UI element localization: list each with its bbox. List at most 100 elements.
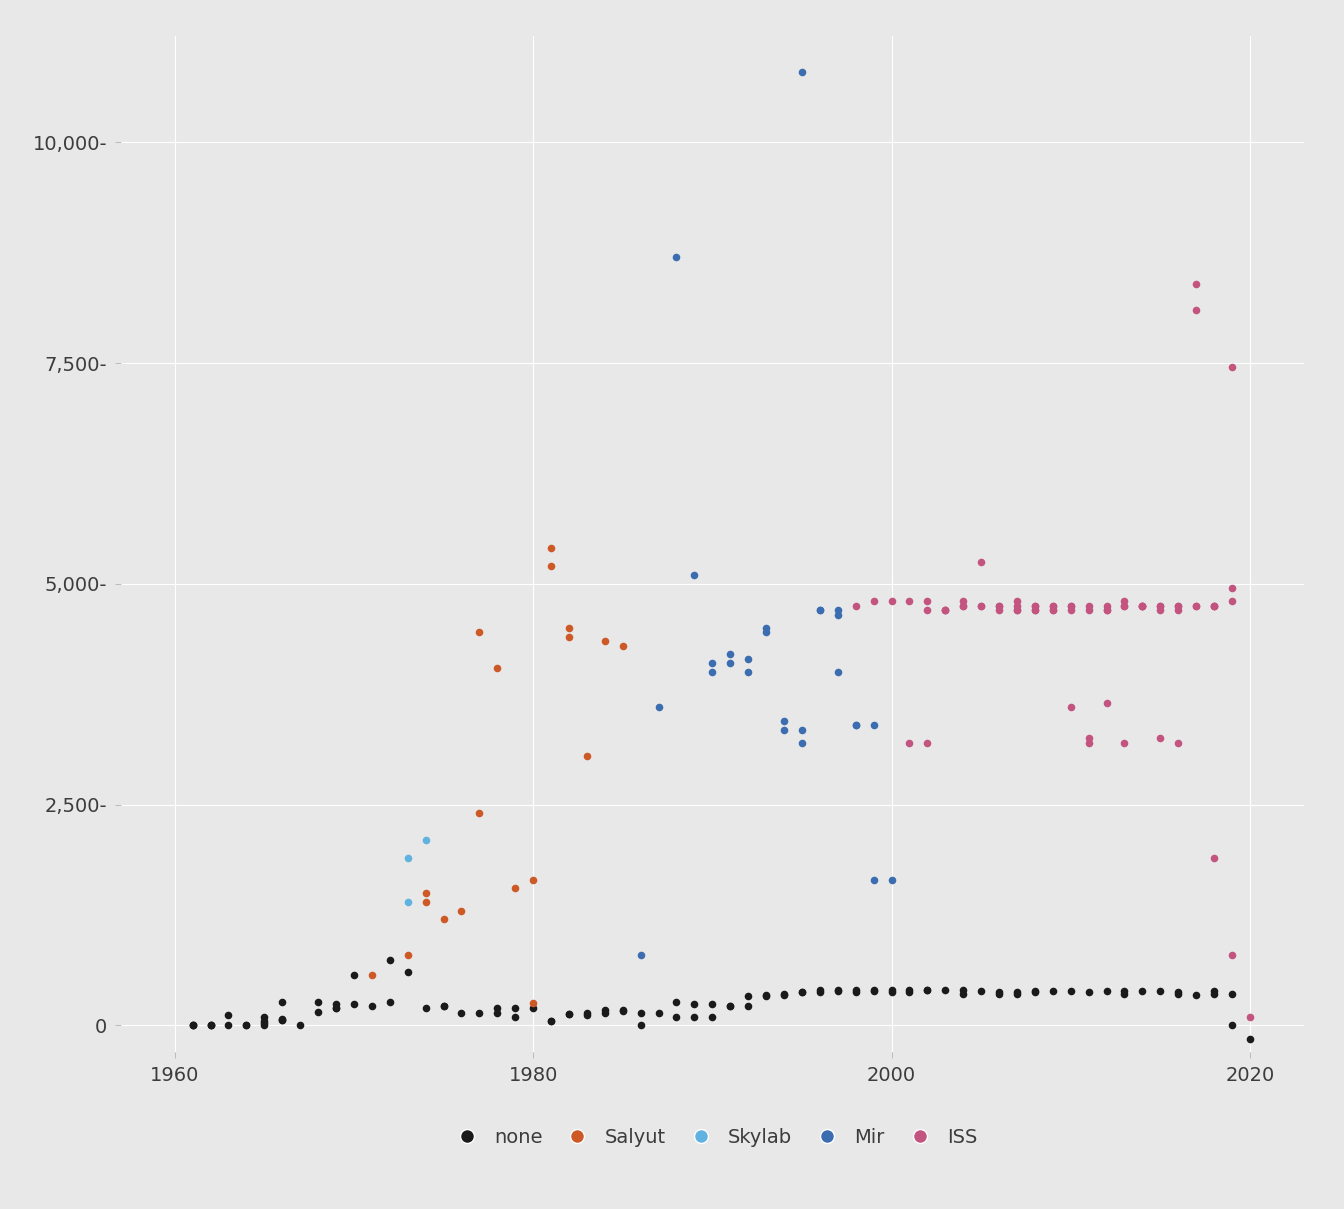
Point xyxy=(827,601,848,620)
Point xyxy=(792,982,813,1001)
Point xyxy=(362,996,383,1016)
Point xyxy=(558,618,579,637)
Point xyxy=(612,636,633,655)
Point xyxy=(523,997,544,1017)
Point xyxy=(809,980,831,1000)
Point xyxy=(433,996,454,1016)
Point xyxy=(1185,985,1207,1005)
Point xyxy=(880,980,902,1000)
Point xyxy=(1168,733,1189,752)
Point xyxy=(254,1011,276,1030)
Point xyxy=(200,1014,222,1034)
Point xyxy=(863,980,884,1000)
Point xyxy=(1185,596,1207,615)
Point xyxy=(665,1007,687,1026)
Point xyxy=(1132,596,1153,615)
Point xyxy=(755,987,777,1006)
Point xyxy=(362,965,383,984)
Point xyxy=(1168,982,1189,1001)
Point xyxy=(540,1011,562,1030)
Point xyxy=(218,1016,239,1035)
Point xyxy=(325,999,347,1018)
Point xyxy=(1149,982,1171,1001)
Point xyxy=(343,995,364,1014)
Point xyxy=(1095,601,1117,620)
Point xyxy=(1078,982,1099,1001)
Point xyxy=(1239,1007,1261,1026)
Point xyxy=(1042,601,1063,620)
Point xyxy=(396,848,418,867)
Point xyxy=(1132,596,1153,615)
Point xyxy=(1239,1029,1261,1048)
Point xyxy=(1095,693,1117,712)
Point xyxy=(1078,601,1099,620)
Point xyxy=(665,993,687,1012)
Point xyxy=(1060,982,1082,1001)
Point xyxy=(1185,300,1207,319)
Point xyxy=(540,556,562,575)
Point xyxy=(558,1005,579,1024)
Point xyxy=(504,1007,526,1026)
Point xyxy=(719,654,741,673)
Point xyxy=(271,993,293,1012)
Point xyxy=(1114,982,1136,1001)
Point xyxy=(988,601,1009,620)
Point xyxy=(809,601,831,620)
Point xyxy=(1007,985,1028,1005)
Point xyxy=(1203,982,1224,1001)
Point xyxy=(1114,985,1136,1005)
Point xyxy=(863,591,884,611)
Point xyxy=(1222,358,1243,377)
Point xyxy=(181,1016,203,1035)
Point xyxy=(379,950,401,970)
Point xyxy=(934,601,956,620)
Point xyxy=(1132,596,1153,615)
Point xyxy=(970,596,992,615)
Point xyxy=(577,1002,598,1022)
Point xyxy=(1185,596,1207,615)
Point xyxy=(702,663,723,682)
Point xyxy=(934,601,956,620)
Point xyxy=(899,980,921,1000)
Point xyxy=(773,711,794,730)
Point xyxy=(917,980,938,1000)
Point xyxy=(289,1016,310,1035)
Point xyxy=(809,982,831,1001)
Point xyxy=(665,248,687,267)
Point xyxy=(917,980,938,1000)
Point xyxy=(1149,601,1171,620)
Point xyxy=(487,658,508,677)
Point xyxy=(970,553,992,572)
Point xyxy=(953,980,974,1000)
Point xyxy=(1168,601,1189,620)
Point xyxy=(773,985,794,1005)
Point xyxy=(684,1007,706,1026)
Point xyxy=(719,996,741,1016)
Point xyxy=(469,1002,491,1022)
Point xyxy=(970,982,992,1001)
Point xyxy=(540,539,562,559)
Point xyxy=(450,1002,472,1022)
Point xyxy=(988,982,1009,1001)
Point xyxy=(181,1016,203,1035)
Point xyxy=(235,1016,257,1035)
Point xyxy=(325,995,347,1014)
Point xyxy=(827,982,848,1001)
Point xyxy=(953,596,974,615)
Point xyxy=(1149,596,1171,615)
Point xyxy=(450,901,472,920)
Point xyxy=(1042,982,1063,1001)
Point xyxy=(325,999,347,1018)
Point xyxy=(1114,596,1136,615)
Point xyxy=(1060,698,1082,717)
Point xyxy=(1168,596,1189,615)
Point xyxy=(845,716,867,735)
Point xyxy=(612,1001,633,1020)
Point xyxy=(1024,596,1046,615)
Point xyxy=(1132,596,1153,615)
Point xyxy=(845,980,867,1000)
Point xyxy=(396,945,418,965)
Point xyxy=(917,591,938,611)
Point xyxy=(1149,596,1171,615)
Point xyxy=(863,716,884,735)
